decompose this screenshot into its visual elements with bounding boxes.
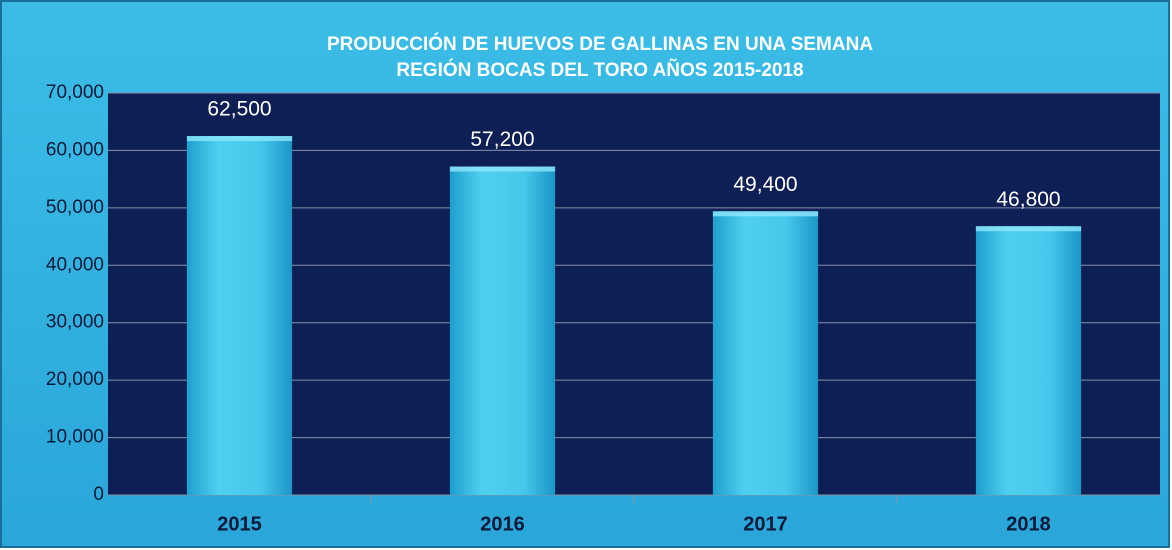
- x-tick-label: 2016: [480, 513, 525, 535]
- x-tick-label: 2017: [743, 513, 788, 535]
- bar-cap: [975, 226, 1082, 232]
- data-label: 46,800: [996, 188, 1060, 211]
- bar-cap: [449, 166, 556, 172]
- y-tick-label: 60,000: [46, 139, 104, 160]
- bar: [975, 226, 1082, 495]
- data-label: 62,500: [207, 98, 271, 121]
- chart-subtitle: REGIÓN BOCAS DEL TORO AÑOS 2015-2018: [396, 59, 803, 81]
- y-tick-label: 10,000: [46, 427, 104, 448]
- data-label: 57,200: [470, 128, 534, 151]
- y-tick-label: 70,000: [46, 82, 104, 103]
- y-tick-label: 40,000: [46, 254, 104, 275]
- bar-cap: [712, 211, 819, 217]
- chart-title: PRODUCCIÓN DE HUEVOS DE GALLINAS EN UNA …: [327, 33, 873, 55]
- data-label: 49,400: [733, 173, 797, 196]
- y-tick-label: 0: [93, 484, 104, 505]
- y-tick-label: 20,000: [46, 369, 104, 390]
- x-tick-label: 2015: [217, 513, 262, 535]
- x-tick-label: 2018: [1006, 513, 1051, 535]
- y-tick-label: 30,000: [46, 312, 104, 333]
- bar: [449, 166, 556, 495]
- bar-cap: [186, 136, 293, 142]
- bar: [186, 136, 293, 496]
- bar: [712, 211, 819, 495]
- y-tick-label: 50,000: [46, 197, 104, 218]
